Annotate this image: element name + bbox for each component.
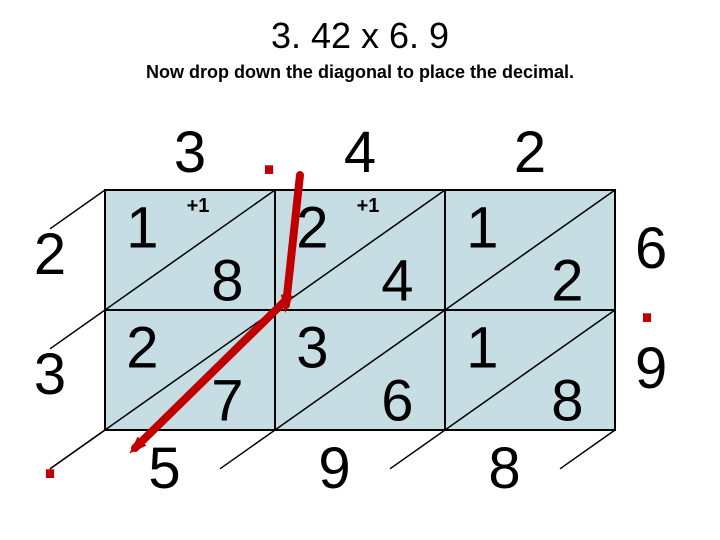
leftsum-1: 3 [34,342,66,407]
plus1-r0c0: +1 [187,195,210,217]
cell-r0c1-ul: 2 [296,196,328,261]
top-digit-2: 2 [514,120,546,185]
cell-r0c0-ul: 1 [126,196,158,261]
right-digit-1: 9 [635,336,667,401]
cell-r0c2-lr: 2 [551,248,583,313]
top-digit-0: 3 [174,120,206,185]
cell-r0c2-ul: 1 [466,196,498,261]
leftsum-0: 2 [34,222,66,287]
plus1-r0c1: +1 [357,195,380,217]
cell-r1c2-lr: 8 [551,368,583,433]
cell-r1c0-ul: 2 [126,316,158,381]
title: 3. 42 x 6. 9 [271,15,449,56]
cell-r1c2-ul: 1 [466,316,498,381]
cell-r1c0-lr: 7 [211,368,243,433]
diag-ext-bottom-1 [220,430,275,469]
bottom-digit-1: 9 [318,436,350,501]
cell-r0c1-lr: 4 [381,248,413,313]
decimal-dot-left: . [42,426,58,491]
diag-ext-bottom-2 [390,430,445,469]
bottom-digit-2: 8 [488,436,520,501]
top-digit-1: 4 [344,120,376,185]
bottom-digit-0: 5 [148,436,180,501]
subtitle: Now drop down the diagonal to place the … [146,62,574,82]
decimal-dot-top: . [261,122,277,187]
diag-ext-bottom-3 [560,430,615,469]
cell-r1c1-lr: 6 [381,368,413,433]
cell-r0c0-lr: 8 [211,248,243,313]
decimal-dot-right: . [639,270,655,335]
cell-r1c1-ul: 3 [296,316,328,381]
diag-ext-bottom-0 [50,430,105,469]
